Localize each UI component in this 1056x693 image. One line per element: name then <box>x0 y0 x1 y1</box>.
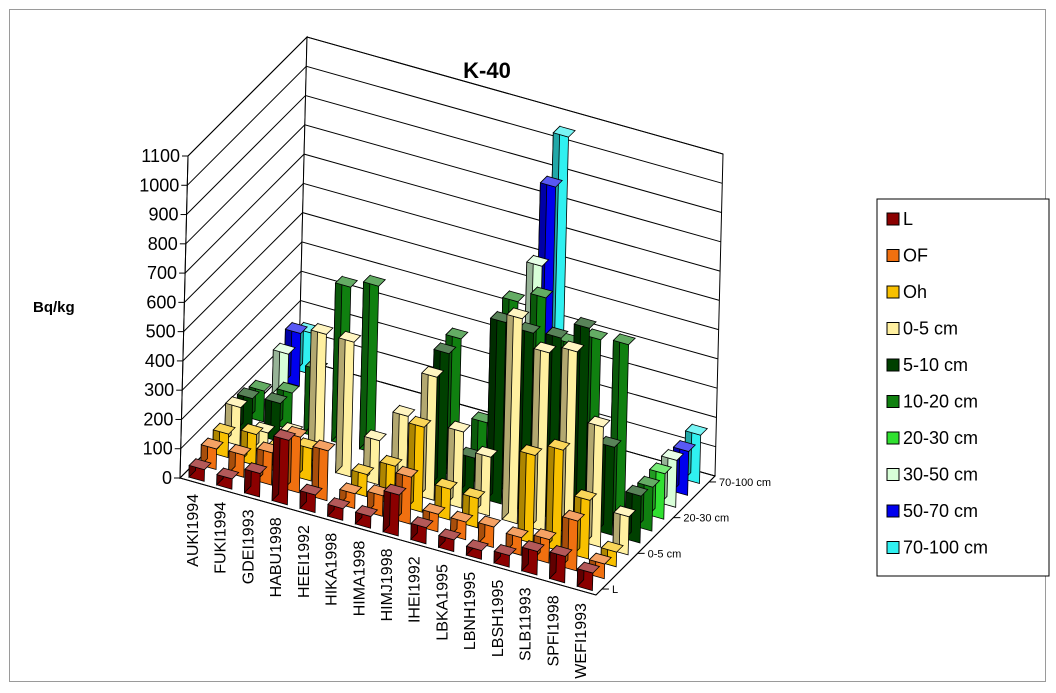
legend-label: 5-10 cm <box>903 355 968 375</box>
x-tick-label: AUKI1994 <box>185 494 202 567</box>
legend-label: 20-30 cm <box>903 428 978 448</box>
x-tick-label: FUKI1994 <box>213 502 230 574</box>
legend-item: 10-20 cm <box>886 392 978 412</box>
y-tick-label: 200 <box>143 409 173 429</box>
y-tick-label: 400 <box>145 351 175 371</box>
y-tick-label: 1000 <box>139 175 179 195</box>
x-tick-label: IHEI1992 <box>407 556 424 623</box>
bar-series <box>188 125 709 592</box>
x-tick-label: HIMJ1998 <box>379 548 396 621</box>
legend-swatch <box>886 504 900 518</box>
bar <box>505 525 529 556</box>
x-tick-label: LBKA1995 <box>435 564 452 641</box>
bar <box>299 483 323 514</box>
legend-item: OF <box>886 246 928 266</box>
y-axis-title: Bq/kg <box>33 299 75 316</box>
y-tick-label: 1100 <box>141 146 180 166</box>
legend-item: 5-10 cm <box>886 355 968 375</box>
y-tick-label: 600 <box>146 292 176 312</box>
depth-tick-label: 0-5 cm <box>648 548 682 560</box>
bar <box>354 504 379 529</box>
bar <box>576 561 601 592</box>
x-tick-label: HIMA1998 <box>351 541 368 617</box>
depth-tick-label: 20-30 cm <box>683 513 729 525</box>
legend-item: 30-50 cm <box>886 465 978 485</box>
legend-label: Oh <box>903 282 927 302</box>
y-tick-label: 500 <box>146 322 176 342</box>
y-tick-label: 0 <box>162 468 172 488</box>
legend-swatch <box>886 541 900 554</box>
x-tick-label: HEEI1992 <box>296 525 313 598</box>
legend-label: 70-100 cm <box>903 538 988 558</box>
legend-swatch <box>886 322 900 335</box>
gridline <box>183 212 719 332</box>
axes: 0 100 200 300 400 500 600 700 800 900 1000 1100 AUKI… <box>139 146 771 679</box>
legend-box <box>876 198 1050 577</box>
y-tick-label: 700 <box>147 263 177 283</box>
y-tick-label: 300 <box>144 380 174 400</box>
legend-swatch <box>886 358 900 372</box>
bar <box>382 483 407 537</box>
gridline <box>186 65 723 186</box>
y-tick-label: 900 <box>148 205 178 225</box>
bar <box>449 510 474 541</box>
legend-label: 0-5 cm <box>903 319 958 339</box>
legend-item: L <box>886 209 913 229</box>
bar <box>549 544 573 584</box>
bar <box>327 496 351 521</box>
bar <box>521 539 545 576</box>
x-tick-label: LBNH1995 <box>462 572 479 650</box>
legend-item: 0-5 cm <box>886 319 958 339</box>
gridline <box>187 36 724 157</box>
x-tick-label: HABU1998 <box>268 517 285 597</box>
x-tick-label: HIKA1998 <box>324 533 341 606</box>
legend-swatch <box>886 468 900 481</box>
legend-label: L <box>903 209 913 229</box>
bar <box>477 515 502 549</box>
legend-label: 50-70 cm <box>903 501 978 521</box>
x-tick-label: SLB11993 <box>518 587 535 661</box>
legend: L OF Oh 0-5 cm 5-10 cm 10-20 cm 20-30 cm 30-50 … <box>876 198 1050 577</box>
bar <box>438 528 462 553</box>
depth-tick-label: L <box>612 584 618 596</box>
x-tick-label: WEFI1993 <box>573 603 590 679</box>
bar <box>465 538 490 560</box>
y-tick-label: 800 <box>148 234 178 254</box>
legend-swatch <box>886 395 900 408</box>
bar <box>216 467 240 490</box>
gridline <box>186 94 722 215</box>
bar <box>271 428 297 506</box>
legend-label: 10-20 cm <box>903 392 978 412</box>
bar <box>501 306 530 525</box>
depth-tick-label: 70-100 cm <box>719 477 771 489</box>
bar <box>188 457 212 482</box>
bar <box>335 330 362 478</box>
x-tick-label: LBSH1995 <box>490 580 507 657</box>
bar <box>243 461 268 498</box>
y-tick-label: 100 <box>143 439 173 459</box>
bar <box>493 543 517 568</box>
gridline <box>184 182 720 303</box>
x-tick-label: GDEI1993 <box>240 509 257 584</box>
legend-item: Oh <box>886 282 927 302</box>
legend-swatch <box>886 431 900 445</box>
bar <box>545 438 571 552</box>
legend-item: 50-70 cm <box>886 501 978 521</box>
legend-item: 70-100 cm <box>886 538 988 558</box>
gridline <box>184 153 721 274</box>
legend-swatch <box>886 285 900 299</box>
legend-label: OF <box>903 246 928 266</box>
legend-swatch <box>886 249 900 262</box>
x-tick-label: SPFI1998 <box>545 595 562 666</box>
bar <box>410 515 434 545</box>
legend-label: 30-50 cm <box>903 465 978 485</box>
gridline <box>185 124 721 245</box>
legend-swatch <box>886 212 900 226</box>
chart-title: K-40 <box>463 58 511 83</box>
legend-item: 20-30 cm <box>886 428 978 448</box>
